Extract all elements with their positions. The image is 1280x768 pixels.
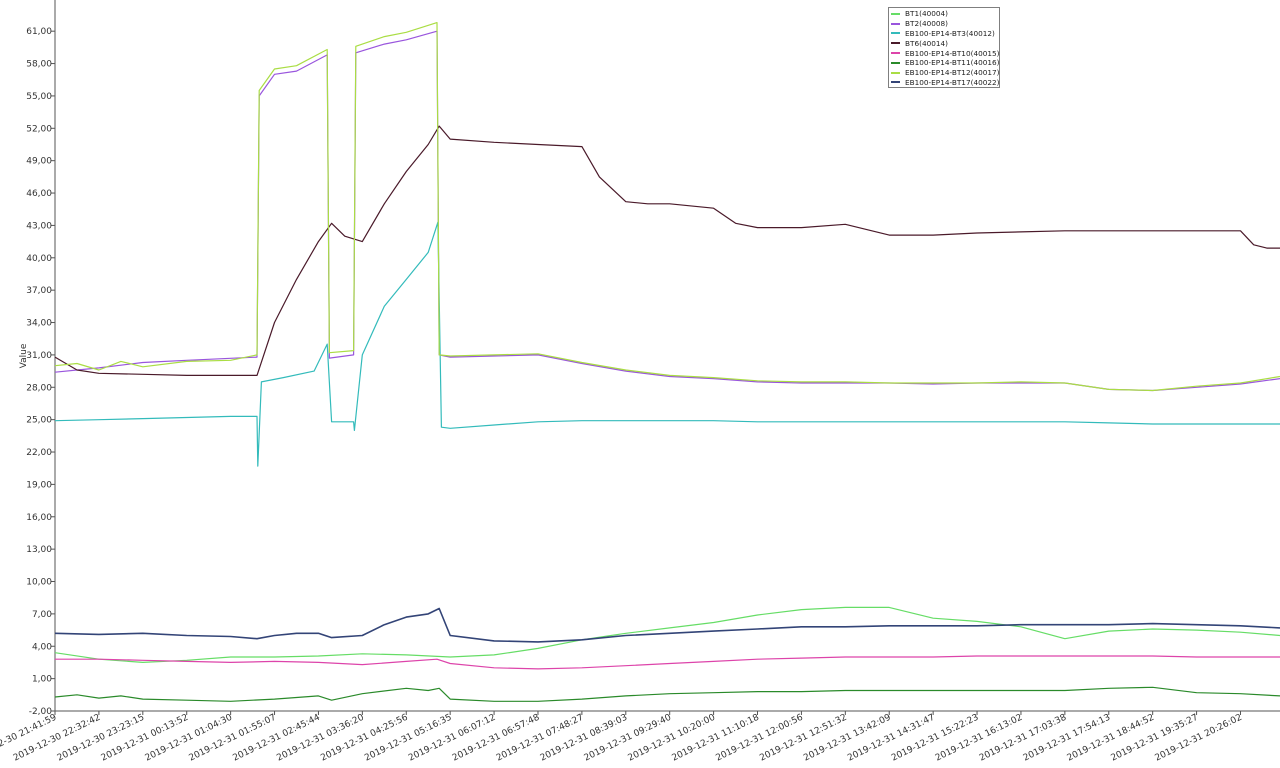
y-axis-label: Value	[19, 343, 29, 368]
y-tick-label: 37,00	[26, 286, 52, 296]
y-tick-label: 4,00	[32, 642, 52, 652]
legend-item: EB100-EP14-BT3(40012)	[891, 29, 997, 39]
series-layer	[54, 22, 1280, 702]
legend-item: EB100-EP14-BT12(40017)	[891, 68, 1000, 78]
series-line-8	[54, 607, 1280, 643]
legend-label: BT2(40008)	[905, 19, 949, 29]
legend-label: BT1(40004)	[905, 9, 949, 19]
legend-label: BT6(40014)	[905, 38, 949, 48]
series-line-5	[55, 655, 1280, 670]
legend-swatch	[891, 71, 900, 74]
legend-label: EB100-EP14-BT3(40012)	[905, 28, 995, 38]
y-tick-label: 7,00	[32, 610, 52, 620]
y-axis: 61,00 58,00 55,00 52,00 49,00 46,00 43,00 40,00…	[26, 0, 56, 717]
y-tick-label: 28,00	[26, 383, 52, 393]
y-tick-label: 1,00	[32, 675, 52, 685]
y-tick-label: 55,00	[26, 92, 52, 102]
y-tick-label: 58,00	[26, 60, 52, 70]
legend-label: EB100-EP14-BT10(40015)	[905, 48, 1000, 58]
legend-item: BT1(40004)	[891, 9, 997, 19]
y-tick-label: 10,00	[26, 578, 52, 588]
y-tick-label: 46,00	[26, 189, 52, 199]
legend-label: EB100-EP14-BT12(40017)	[905, 68, 1000, 78]
series-line-2	[54, 30, 1280, 392]
series-line-3	[54, 221, 1280, 467]
y-tick-label: 19,00	[26, 480, 52, 490]
y-tick-label: 31,00	[26, 351, 52, 361]
legend-item: BT6(40014)	[891, 38, 997, 48]
legend-item: EB100-EP14-BT11(40016)	[891, 58, 1000, 68]
series-line-6	[54, 686, 1280, 702]
series-line-1	[54, 606, 1280, 664]
y-tick-label: 22,00	[26, 448, 52, 458]
legend-item: BT2(40008)	[891, 19, 997, 29]
y-tick-label: 16,00	[26, 513, 52, 523]
legend-swatch	[891, 61, 900, 64]
legend-swatch	[891, 32, 900, 35]
legend-item: EB100-EP14-BT10(40015)	[891, 48, 1000, 58]
y-tick-label: 34,00	[26, 319, 52, 329]
y-tick-label: 25,00	[26, 416, 52, 426]
y-tick-label: 40,00	[26, 254, 52, 264]
legend-swatch	[891, 12, 900, 15]
legend-swatch	[891, 81, 900, 84]
y-tick-label: 52,00	[26, 124, 52, 134]
y-tick-label: 49,00	[26, 157, 52, 167]
legend-label: EB100-EP14-BT11(40016)	[905, 58, 1000, 68]
legend-swatch	[891, 52, 900, 55]
y-tick-label: 43,00	[26, 221, 52, 231]
series-line-7	[54, 22, 1280, 392]
series-line-4	[54, 125, 1280, 376]
y-tick-label: 61,00	[26, 27, 52, 37]
y-tick-label: -2,00	[29, 707, 53, 717]
legend: BT1(40004) BT2(40008) EB100-EP14-BT3(40012…	[888, 7, 1000, 88]
legend-swatch	[891, 22, 900, 25]
legend-swatch	[891, 42, 900, 45]
y-tick-label: 13,00	[26, 545, 52, 555]
legend-label: EB100-EP14-BT17(40022)	[905, 77, 1000, 87]
legend-item: EB100-EP14-BT17(40022)	[891, 77, 1000, 88]
